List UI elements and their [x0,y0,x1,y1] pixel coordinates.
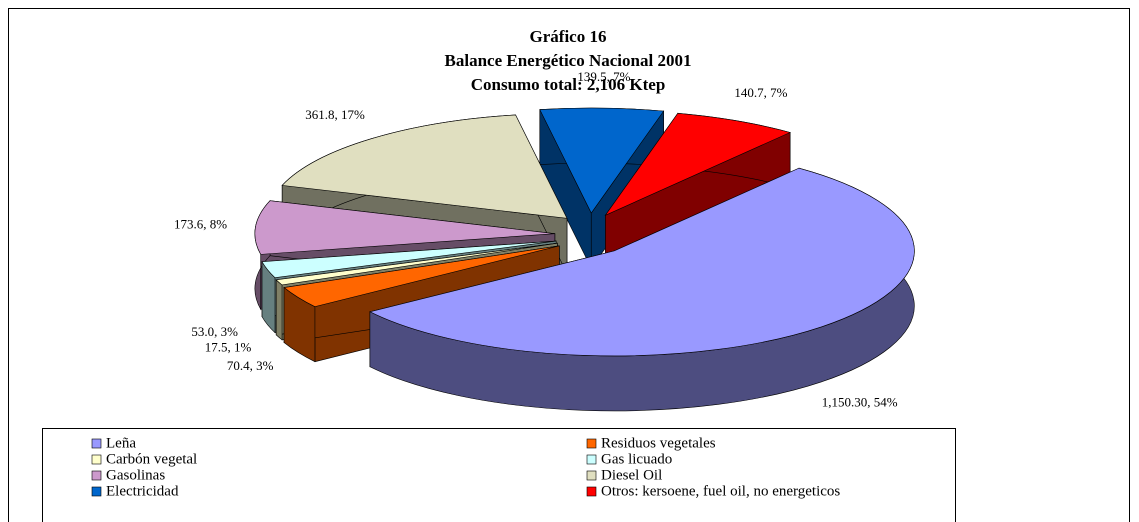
slice-top [539,107,665,214]
data-label: 53.0, 3% [191,324,238,339]
slice-top [283,245,560,308]
slice-wall [275,279,283,341]
data-label: 140.7, 7% [734,85,787,100]
legend-label: Diesel Oil [601,467,662,483]
legend-swatch [586,438,597,449]
legend-label: Gasolinas [106,467,165,483]
chart-subtitle: Balance Energético Nacional 2001 [445,51,692,70]
data-label: 1,150.30, 54% [822,394,898,409]
legend-swatch [586,454,597,465]
legend-label: Leña [106,435,136,451]
data-label: 17.5, 1% [205,340,252,355]
slice-top [604,113,792,216]
legend-label: Gas licuado [601,451,672,467]
legend-swatch [586,470,597,481]
slice-top [275,242,558,286]
data-label: 361.8, 17% [305,107,365,122]
legend-swatch [91,470,102,481]
legend-swatch [91,454,102,465]
legend-swatch [91,438,102,449]
legend-label: Otros: kersoene, fuel oil, no energetico… [601,483,840,499]
legend-box [42,428,956,522]
legend-label: Residuos vegetales [601,435,716,451]
legend-label: Carbón vegetal [106,451,197,467]
chart-subtitle: Consumo total: 2,106 Ktep [471,75,666,94]
data-label: 173.6, 8% [174,216,227,231]
legend-swatch [91,486,102,497]
legend-label: Electricidad [106,483,179,499]
slice-top [254,200,555,255]
data-label: 139.5, 7% [577,69,630,84]
slice-top [281,114,568,219]
chart-title: Gráfico 16 [530,27,607,46]
slice-top [261,240,557,278]
data-label: 70.4, 3% [227,358,274,373]
legend-swatch [586,486,597,497]
slice [369,167,915,412]
slice-top [369,167,915,357]
